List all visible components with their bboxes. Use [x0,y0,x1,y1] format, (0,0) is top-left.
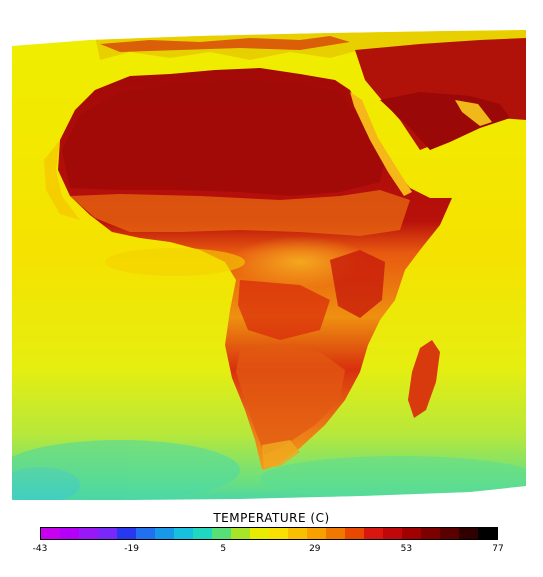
colorbar-swatch [440,528,459,539]
colorbar-swatch [155,528,174,539]
colorbar-swatch [307,528,326,539]
colorbar-swatch [231,528,250,539]
colorbar-swatch [459,528,478,539]
central-africa-south [238,280,330,340]
colorbar-swatch [60,528,79,539]
colorbar-tick-label: 29 [309,544,321,554]
colorbar-swatch [478,528,497,539]
colorbar-swatch [421,528,440,539]
southern-ocean-texture [12,440,526,500]
colorbar-swatch [345,528,364,539]
southern-europe [100,36,350,52]
colorbar-swatch [193,528,212,539]
colorbar-tick-label: -43 [32,544,48,554]
satellite-swath [12,30,526,500]
west-african-coast [44,140,80,220]
red-sea [350,92,412,196]
sahara-desert [62,80,385,196]
colorbar-swatch [212,528,231,539]
colorbar-swatch [41,528,60,539]
colorbar-swatch [117,528,136,539]
colorbar-tick-label: 53 [400,544,413,554]
colorbar-swatch [364,528,383,539]
colorbar-tick-label: 77 [492,544,504,554]
colorbar-swatch [79,528,98,539]
southern-africa [236,345,345,455]
colorbar-swatch [174,528,193,539]
colorbar-tick-labels: -43 -19 5 29 53 77 [0,544,543,558]
colorbar-swatch [136,528,155,539]
europe-coast [95,30,526,70]
madagascar [408,340,440,418]
legend-title: TEMPERATURE (C) [213,511,330,525]
east-africa-highlands [330,250,385,318]
gulf-of-guinea [105,248,245,276]
colorbar-swatch [269,528,288,539]
map-canvas [12,30,526,500]
colorbar-swatch [402,528,421,539]
cape-region [262,440,300,468]
colorbar-swatch [98,528,117,539]
temperature-map [12,30,526,500]
colorbar-swatch [250,528,269,539]
colorbar-tick-label: 5 [220,544,227,554]
colorbar-swatch [383,528,402,539]
colorbar-swatch [288,528,307,539]
colorbar-swatch [326,528,345,539]
colorbar-tick-label: -19 [124,544,139,554]
persian-gulf [455,100,492,126]
temperature-colorbar [40,527,498,540]
sahel-region [70,190,410,236]
